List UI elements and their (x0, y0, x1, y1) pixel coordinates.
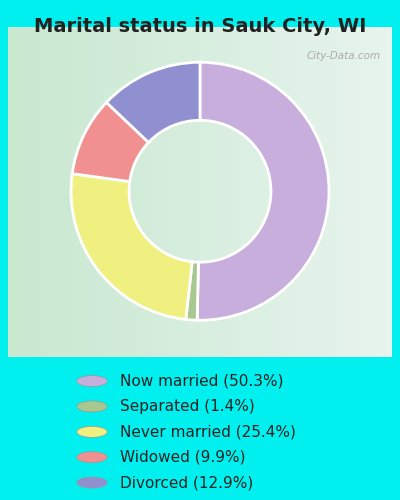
Circle shape (77, 477, 107, 488)
Wedge shape (106, 62, 200, 142)
Wedge shape (197, 62, 329, 320)
Wedge shape (72, 102, 148, 182)
Text: Separated (1.4%): Separated (1.4%) (120, 399, 255, 414)
Wedge shape (186, 262, 198, 320)
Circle shape (77, 401, 107, 412)
Text: City-Data.com: City-Data.com (306, 50, 380, 60)
Circle shape (77, 452, 107, 462)
Circle shape (77, 376, 107, 386)
Text: Widowed (9.9%): Widowed (9.9%) (120, 450, 246, 464)
Wedge shape (71, 174, 192, 320)
Text: Now married (50.3%): Now married (50.3%) (120, 374, 284, 388)
Text: Divorced (12.9%): Divorced (12.9%) (120, 475, 253, 490)
Text: Never married (25.4%): Never married (25.4%) (120, 424, 296, 440)
Text: Marital status in Sauk City, WI: Marital status in Sauk City, WI (34, 18, 366, 36)
Circle shape (77, 426, 107, 438)
